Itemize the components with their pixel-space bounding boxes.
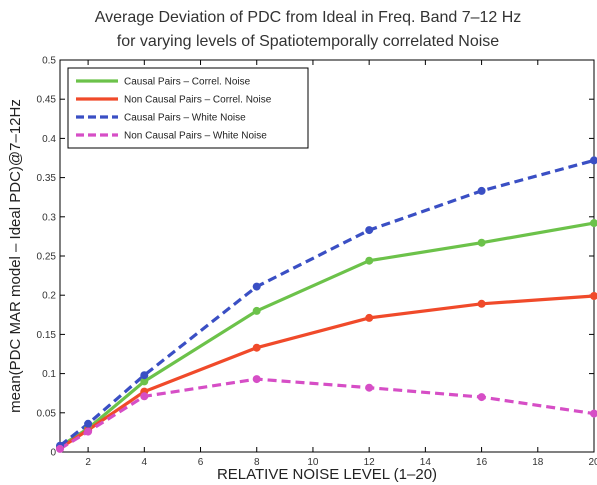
x-tick-label: 20 (588, 457, 597, 468)
legend-entry-label: Causal Pairs – Correl. Noise (124, 77, 251, 88)
data-point (590, 219, 597, 228)
data-point (477, 393, 486, 402)
y-tick-label: 0.45 (37, 95, 57, 106)
series-layer (56, 156, 597, 453)
data-point (477, 238, 486, 247)
data-point (252, 343, 261, 352)
data-point (590, 156, 597, 165)
data-point (84, 427, 93, 436)
data-point (56, 444, 64, 453)
data-point (252, 282, 261, 291)
x-tick-label: 2 (85, 457, 91, 468)
y-tick-label: 0.1 (42, 369, 56, 380)
data-point (365, 256, 374, 265)
y-axis-ticks: 0 0.05 0.1 0.15 0.2 0.25 0.3 0.35 0.4 0.45 0.5 (37, 56, 594, 459)
y-tick-label: 0.2 (42, 291, 56, 302)
x-tick-label: 16 (476, 457, 488, 468)
y-tick-label: 0.05 (37, 408, 57, 419)
data-point (140, 371, 149, 380)
chart-title-line-2: for varying levels of Spatiotemporally c… (117, 33, 500, 50)
x-tick-label: 14 (420, 457, 432, 468)
x-axis-label: RELATIVE NOISE LEVEL (1–20) (217, 466, 437, 483)
y-tick-label: 0.5 (42, 56, 56, 67)
data-point (140, 392, 149, 401)
data-point (477, 186, 486, 195)
y-tick-label: 0.4 (42, 134, 56, 145)
chart-title-line-1: Average Deviation of PDC from Ideal in F… (95, 9, 522, 26)
x-tick-label: 12 (364, 457, 376, 468)
data-point (365, 226, 374, 235)
legend: Causal Pairs – Correl. Noise Non Causal P… (67, 67, 309, 149)
data-point (84, 419, 93, 428)
data-point (365, 313, 374, 322)
data-point (477, 299, 486, 308)
y-axis-label: mean(PDC MAR model – Ideal PDC)@7–12Hz (7, 99, 24, 413)
data-point (252, 375, 261, 384)
y-tick-label: 0.3 (42, 212, 56, 223)
y-tick-label: 0.25 (37, 252, 57, 263)
y-tick-label: 0.35 (37, 173, 57, 184)
data-point (590, 409, 597, 418)
x-tick-label: 18 (532, 457, 544, 468)
x-tick-label: 6 (198, 457, 204, 468)
x-tick-label: 8 (254, 457, 260, 468)
data-point (140, 377, 149, 386)
data-point (590, 292, 597, 300)
y-tick-label: 0 (50, 448, 56, 459)
data-point (252, 306, 261, 315)
legend-entry-label: Causal Pairs – White Noise (124, 113, 246, 124)
x-axis-ticks: 2 4 6 8 10 12 14 16 18 20 (85, 60, 597, 468)
legend-entry-label: Non Causal Pairs – White Noise (124, 131, 267, 142)
x-tick-label: 10 (307, 457, 319, 468)
legend-entry-label: Non Causal Pairs – Correl. Noise (124, 95, 272, 106)
data-point (365, 383, 374, 392)
y-tick-label: 0.15 (37, 330, 57, 341)
x-tick-label: 4 (142, 457, 148, 468)
